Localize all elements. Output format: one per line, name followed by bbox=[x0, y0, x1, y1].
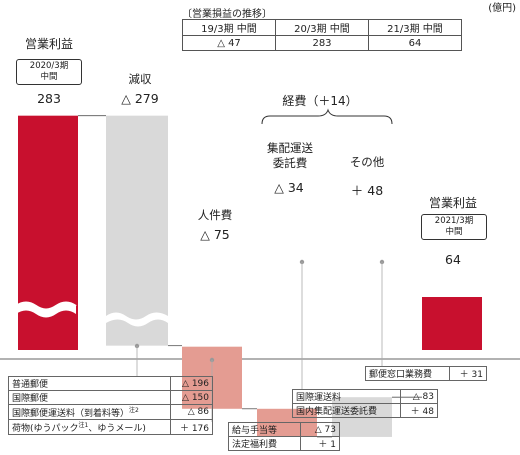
breakdown-value: ＋ 1 bbox=[299, 436, 341, 451]
history-value-row: △ 47 283 64 bbox=[182, 35, 462, 51]
other-title: その他 bbox=[349, 155, 385, 169]
personnel-breakdown-table: 給与手当等 △ 73 法定福利費＋ 1 bbox=[228, 422, 341, 451]
axis-break-edge bbox=[15, 301, 77, 311]
table-row: 国際運送料 △ 83 bbox=[292, 389, 439, 404]
table-row: 普通郵便 △ 196 bbox=[7, 376, 213, 391]
breakdown-value: ＋ 48 bbox=[399, 403, 439, 418]
history-caption: 〔営業損益の推移〕 bbox=[182, 9, 272, 20]
revenue-title: 減収 bbox=[128, 72, 152, 86]
table-row: 国内集配運送委託費＋ 48 bbox=[292, 403, 439, 418]
history-header-row: 19/3期 中間 20/3期 中間 21/3期 中間 bbox=[182, 19, 462, 36]
end-title: 営業利益 bbox=[428, 196, 477, 210]
breakdown-label: 国内集配運送委託費 bbox=[292, 403, 401, 418]
personnel-value: △ 75 bbox=[200, 227, 230, 242]
end-value: 64 bbox=[445, 252, 461, 267]
start-value: 283 bbox=[37, 91, 61, 106]
delivery-title: 集配運送 委託費 bbox=[267, 141, 313, 170]
waterfall-bar-1 bbox=[106, 115, 168, 346]
waterfall-bar-5 bbox=[422, 297, 482, 350]
breakdown-label: 荷物(ゆうパック bbox=[12, 424, 79, 434]
breakdown-label: 国際郵便 bbox=[7, 390, 172, 405]
other-breakdown-table: 郵便窓口業務費＋ 31 bbox=[364, 366, 487, 381]
table-row: 法定福利費＋ 1 bbox=[228, 436, 341, 451]
breakdown-label-cell: 荷物(ゆうパック注1、ゆうメール) bbox=[7, 419, 172, 435]
footnote-mark: 注2 bbox=[129, 407, 139, 414]
other-value: ＋ 48 bbox=[350, 183, 384, 198]
breakdown-label: 国際運送料 bbox=[292, 389, 401, 404]
breakdown-label: 普通郵便 bbox=[7, 376, 172, 391]
breakdown-value: △ 86 bbox=[170, 404, 213, 420]
breakdown-label: 郵便窓口業務費 bbox=[364, 366, 451, 381]
breakdown-label: 国際郵便運送料（到着料等） bbox=[12, 409, 130, 419]
personnel-title: 人件費 bbox=[197, 208, 233, 222]
start-title: 営業利益 bbox=[24, 37, 73, 51]
breakdown-value: △ 73 bbox=[299, 422, 341, 437]
breakdown-value: △ 83 bbox=[399, 389, 439, 404]
table-row: 荷物(ゆうパック注1、ゆうメール) ＋ 176 bbox=[7, 419, 213, 435]
table-row: 国際郵便運送料（到着料等）注2 △ 86 bbox=[7, 404, 213, 420]
breakdown-label: 法定福利費 bbox=[228, 436, 301, 451]
breakdown-label-tail: 、ゆうメール) bbox=[88, 424, 146, 434]
start-period: 2020/3期 中間 bbox=[16, 59, 82, 85]
breakdown-value: ＋ 31 bbox=[449, 366, 487, 381]
axis-break-wave bbox=[106, 312, 168, 327]
delivery-breakdown-table: 国際運送料 △ 83 国内集配運送委託費＋ 48 bbox=[292, 389, 439, 418]
breakdown-value: △ 196 bbox=[170, 376, 213, 391]
history-table: 19/3期 中間 20/3期 中間 21/3期 中間 △ 47 283 64 bbox=[182, 19, 462, 51]
breakdown-value: ＋ 176 bbox=[170, 419, 213, 435]
table-row: 給与手当等 △ 73 bbox=[228, 422, 341, 437]
expense-group-bracket bbox=[261, 108, 393, 125]
delivery-value: △ 34 bbox=[274, 180, 304, 195]
breakdown-label-cell: 国際郵便運送料（到着料等）注2 bbox=[7, 404, 172, 420]
footnote-mark: 注1 bbox=[78, 422, 89, 429]
unit-label: (億円) bbox=[488, 3, 516, 14]
expense-group-label: 経費（＋14） bbox=[282, 94, 358, 108]
table-row: 国際郵便 △ 150 bbox=[7, 390, 213, 405]
history-value: 64 bbox=[368, 35, 462, 51]
table-row: 郵便窓口業務費＋ 31 bbox=[364, 366, 487, 381]
end-period: 2021/3期 中間 bbox=[421, 214, 487, 240]
breakdown-value: △ 150 bbox=[170, 390, 213, 405]
breakdown-label: 給与手当等 bbox=[228, 422, 301, 437]
revenue-value: △ 279 bbox=[121, 91, 159, 106]
revenue-breakdown-table: 普通郵便 △ 196 国際郵便 △ 150 国際郵便運送料（到着料等）注2 △ 86 … bbox=[7, 376, 213, 435]
